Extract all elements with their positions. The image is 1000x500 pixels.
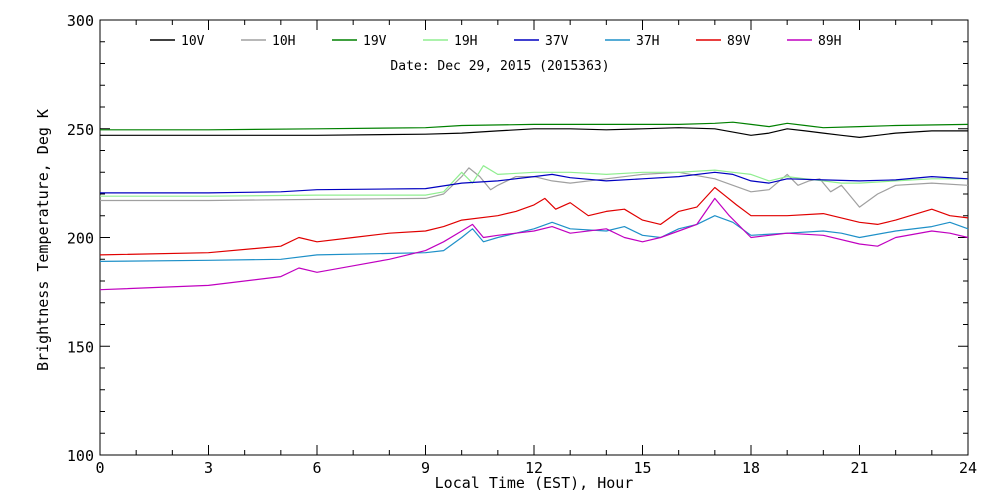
axis-ticks: 0 3 6 9 12 15 18 21 24 100 150 200 250 300 (67, 12, 977, 477)
y-axis-title: Brightness Temperature, Deg K (34, 109, 52, 371)
series-line-89h (99, 197, 969, 291)
plot-frame (99, 19, 969, 456)
legend-label-10v: 10V (181, 34, 205, 49)
series-line-89v (99, 186, 969, 256)
series-line-37v (100, 171, 969, 194)
x-tick-label: 9 (421, 459, 430, 477)
series-line-10h (100, 167, 969, 208)
date-annotation: Date: Dec 29, 2015 (2015363) (390, 59, 609, 74)
x-tick-label: 6 (312, 459, 321, 477)
legend-label-37v: 37V (545, 34, 569, 49)
y-tick-label: 150 (67, 338, 94, 356)
series-line-19h (100, 165, 968, 197)
x-tick-label: 3 (204, 459, 213, 477)
x-tick-label: 12 (525, 459, 543, 477)
series-lines (99, 121, 969, 291)
legend-label-89v: 89V (727, 34, 751, 49)
series-line-19v (100, 121, 969, 131)
series-line-10v (100, 127, 968, 138)
x-axis-title: Local Time (EST), Hour (435, 474, 634, 492)
x-tick-label: 18 (742, 459, 760, 477)
y-tick-label: 100 (67, 447, 94, 465)
y-tick-label: 250 (67, 121, 94, 139)
x-tick-label: 21 (850, 459, 868, 477)
legend-label-10h: 10H (272, 34, 295, 49)
legend-label-19h: 19H (454, 34, 477, 49)
legend-label-19v: 19V (363, 34, 387, 49)
legend: 10V 10H 19V 19H 37V 37H 89V 89H (150, 34, 841, 49)
x-tick-label: 15 (633, 459, 651, 477)
series-line-37h (99, 215, 969, 262)
y-tick-label: 200 (67, 230, 94, 248)
legend-label-89h: 89H (818, 34, 841, 49)
x-tick-label: 24 (959, 459, 977, 477)
y-tick-label: 300 (67, 12, 94, 30)
legend-label-37h: 37H (636, 34, 659, 49)
x-tick-label: 0 (95, 459, 104, 477)
